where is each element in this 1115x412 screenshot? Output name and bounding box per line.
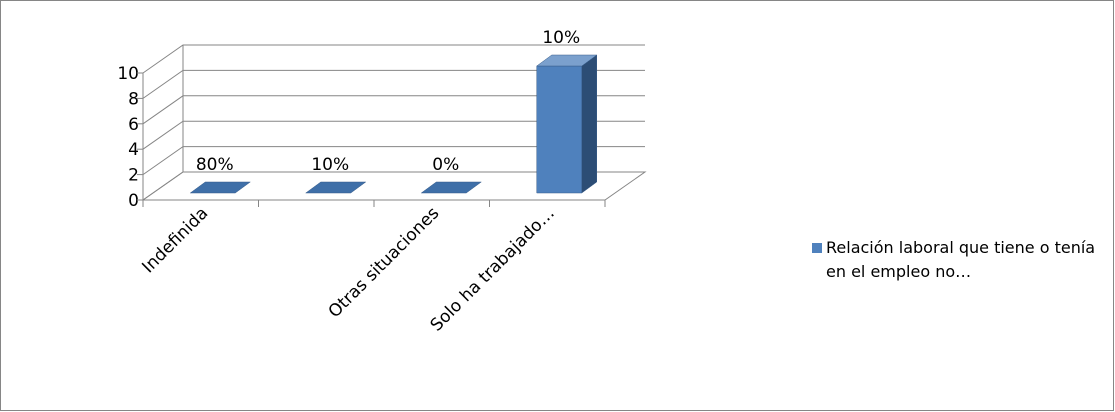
y-tick-label: 6 bbox=[128, 115, 139, 135]
bar-top bbox=[420, 181, 483, 194]
bar-front bbox=[536, 65, 582, 194]
data-label: 80% bbox=[196, 155, 234, 175]
bar-top bbox=[535, 54, 598, 67]
bar bbox=[535, 54, 598, 194]
data-label: 0% bbox=[432, 155, 459, 175]
bar-top bbox=[189, 181, 252, 194]
legend: Relación laboral que tiene o tenía en el… bbox=[812, 236, 1112, 284]
bar bbox=[189, 181, 252, 194]
bar bbox=[420, 181, 483, 194]
grid-line bbox=[142, 95, 645, 125]
legend-label: Relación laboral que tiene o tenía en el… bbox=[826, 238, 1096, 281]
grid-line bbox=[142, 44, 645, 74]
grid-line bbox=[142, 146, 645, 176]
data-label: 10% bbox=[542, 28, 580, 48]
bar-top bbox=[304, 181, 367, 194]
grid-line bbox=[142, 69, 645, 99]
data-label: 10% bbox=[311, 155, 349, 175]
bar bbox=[304, 181, 367, 194]
bar-side bbox=[581, 54, 597, 194]
y-tick-label: 2 bbox=[128, 166, 139, 186]
legend-key bbox=[812, 243, 822, 253]
y-tick-label: 4 bbox=[128, 140, 139, 160]
y-tick-label: 0 bbox=[128, 191, 139, 211]
y-tick-label: 10 bbox=[117, 64, 139, 84]
y-tick-label: 8 bbox=[128, 89, 139, 109]
grid-line bbox=[142, 171, 645, 201]
grid-line bbox=[142, 120, 645, 150]
